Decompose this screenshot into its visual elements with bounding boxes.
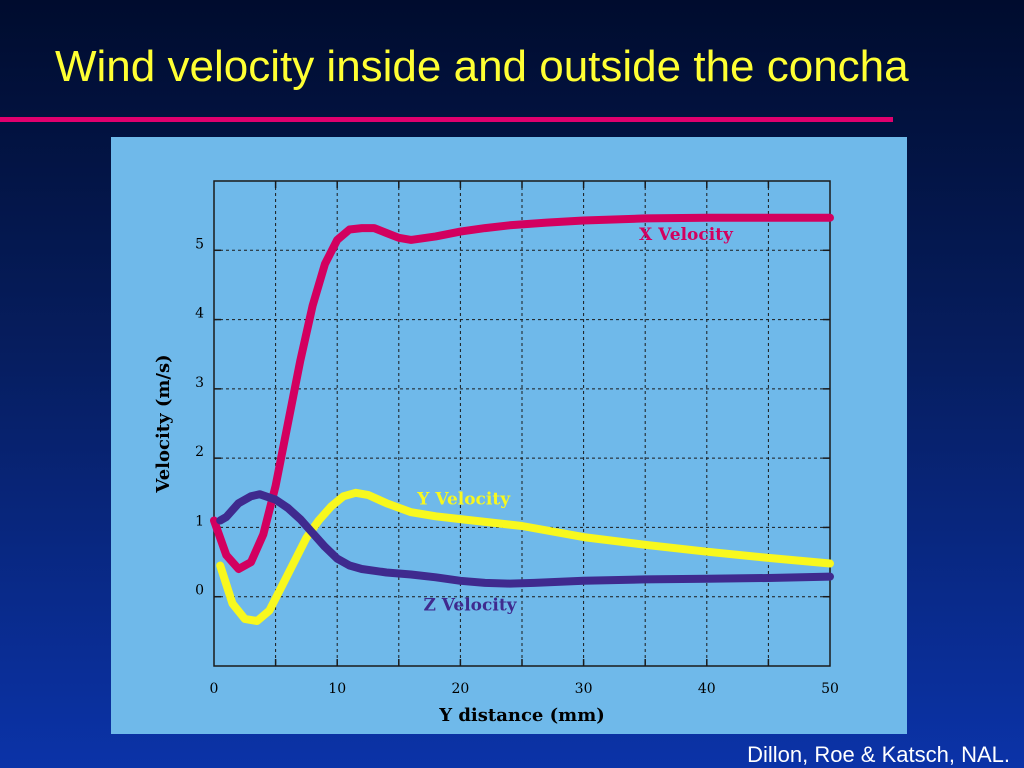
source-credit: Dillon, Roe & Katsch, NAL.: [747, 742, 1010, 767]
series-line-x-velocity: [210, 213, 834, 573]
title-divider: [0, 117, 893, 122]
slide-title: Wind velocity inside and outside the con…: [55, 42, 909, 91]
y-tick-label: 3: [195, 375, 204, 391]
y-axis-title: Velocity (m/s): [153, 354, 174, 493]
series-line-y-velocity: [216, 488, 834, 625]
series-label-y-velocity: Y Velocity: [416, 490, 511, 510]
x-tick-label: 0: [210, 681, 219, 697]
series-label-z-velocity: Z Velocity: [423, 596, 517, 616]
series-line-z-velocity: [216, 490, 834, 588]
x-axis-title: Y distance (mm): [438, 705, 605, 726]
y-tick-label: 0: [195, 583, 204, 599]
y-tick-label: 5: [195, 236, 204, 252]
x-tick-label: 20: [451, 681, 469, 697]
velocity-chart: 0 10 20 30 40 50 0 1 2 3 4 5 Y distance (mm) Velocity…: [153, 180, 839, 726]
x-tick-label: 30: [575, 681, 593, 697]
y-tick-label: 4: [195, 306, 204, 322]
x-tick-label: 50: [821, 681, 839, 697]
series-label-x-velocity: X Velocity: [639, 225, 734, 245]
y-tick-label: 1: [195, 513, 204, 529]
x-tick-label: 40: [698, 681, 716, 697]
y-tick-label: 2: [195, 444, 204, 460]
x-tick-label: 10: [328, 681, 346, 697]
chart-panel: 0 10 20 30 40 50 0 1 2 3 4 5 Y distance (mm) Velocity…: [111, 137, 907, 734]
